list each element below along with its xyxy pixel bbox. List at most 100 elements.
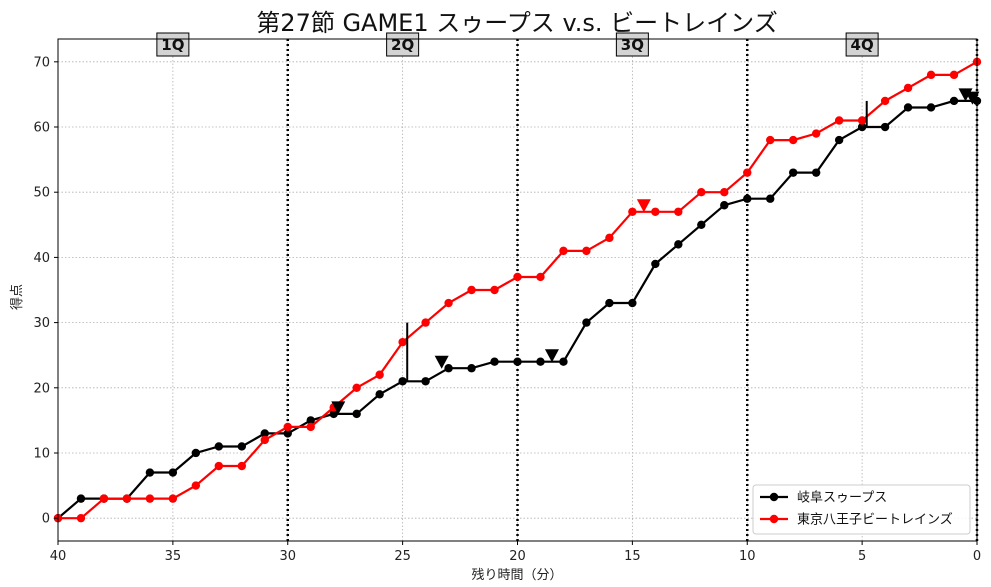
data-point — [766, 135, 775, 145]
data-point — [398, 377, 407, 386]
data-point — [605, 233, 614, 243]
data-point — [834, 116, 844, 125]
x-tick-label: 20 — [509, 549, 526, 564]
data-point — [857, 122, 867, 132]
timeout-marker — [331, 401, 346, 415]
data-point — [467, 285, 476, 295]
data-point — [720, 201, 729, 210]
data-point — [857, 116, 867, 125]
data-point — [926, 70, 936, 80]
data-point — [237, 442, 246, 451]
data-point — [76, 494, 86, 503]
y-tick-label: 70 — [33, 55, 50, 70]
data-point — [605, 298, 614, 308]
data-point — [490, 285, 499, 295]
quarter-label: 1Q — [161, 36, 184, 54]
chart-title: 第27節 GAME1 スゥープス v.s. ビートレインズ — [256, 9, 777, 37]
data-point — [145, 468, 155, 477]
y-tick-label: 50 — [33, 186, 50, 201]
timeout-markers — [331, 88, 980, 415]
data-point — [306, 416, 315, 425]
timeout-marker — [544, 349, 559, 363]
data-point — [375, 390, 384, 399]
timeout-marker — [434, 355, 449, 369]
y-tick-label: 30 — [33, 316, 50, 331]
x-tick-label: 40 — [50, 549, 67, 564]
data-point — [122, 494, 132, 503]
data-point — [628, 207, 637, 216]
data-point — [697, 220, 706, 230]
data-point — [811, 168, 821, 177]
data-point — [168, 494, 178, 503]
data-point — [582, 246, 591, 256]
y-tick-label: 60 — [33, 121, 50, 136]
data-point — [283, 429, 292, 438]
data-point — [375, 370, 384, 379]
y-tick-label: 40 — [33, 251, 50, 266]
data-point — [513, 357, 522, 366]
data-point — [880, 122, 890, 132]
timeout-marker — [965, 91, 980, 105]
data-point — [766, 194, 775, 203]
grid-lines — [57, 39, 978, 541]
legend-label: 東京八王子ビートレインズ — [797, 512, 953, 528]
data-point — [76, 513, 86, 523]
data-point — [651, 207, 660, 216]
data-point — [651, 259, 660, 269]
y-tick-label: 10 — [33, 446, 50, 461]
timeout-marker — [958, 88, 973, 102]
data-point — [283, 422, 292, 432]
x-axis-title: 残り時間（分） — [471, 568, 562, 583]
y-tick-label: 20 — [33, 381, 50, 396]
data-point — [674, 207, 683, 216]
data-point — [949, 96, 959, 106]
data-point — [352, 409, 361, 419]
data-point — [743, 168, 752, 177]
series-lines — [53, 57, 982, 523]
data-point — [582, 318, 591, 327]
data-point — [306, 422, 315, 432]
data-point — [444, 298, 453, 308]
data-point — [949, 70, 959, 80]
data-point — [834, 135, 844, 145]
data-point — [926, 103, 936, 112]
data-point — [903, 83, 913, 93]
data-point — [789, 168, 798, 177]
quarter-label: 3Q — [621, 36, 644, 54]
data-point — [191, 481, 201, 490]
x-tick-label: 0 — [973, 549, 981, 564]
legend-swatch-marker — [769, 492, 779, 502]
data-point — [628, 298, 637, 308]
data-point — [536, 272, 545, 282]
timeout-marker — [636, 199, 651, 213]
data-point — [880, 96, 890, 106]
data-point — [811, 129, 821, 138]
data-point — [260, 429, 269, 438]
data-point — [237, 461, 246, 471]
data-point — [214, 461, 224, 471]
quarter-label: 2Q — [391, 36, 414, 54]
data-point — [513, 272, 522, 282]
data-point — [743, 194, 752, 203]
data-point — [444, 364, 453, 373]
data-point — [559, 246, 568, 256]
x-tick-label: 25 — [394, 549, 411, 564]
data-point — [421, 318, 430, 327]
data-point — [421, 377, 430, 386]
data-point — [789, 135, 798, 145]
data-point — [697, 188, 706, 197]
legend-box — [752, 484, 971, 535]
data-point — [536, 357, 545, 366]
x-tick-label: 10 — [739, 549, 756, 564]
data-point — [214, 442, 224, 451]
data-point — [145, 494, 155, 503]
series-2 — [53, 57, 982, 523]
data-point — [490, 357, 499, 366]
x-tick-label: 15 — [624, 549, 641, 564]
data-point — [467, 364, 476, 373]
data-point — [559, 357, 568, 366]
legend-swatch-marker — [769, 514, 779, 524]
x-tick-label: 35 — [165, 549, 182, 564]
